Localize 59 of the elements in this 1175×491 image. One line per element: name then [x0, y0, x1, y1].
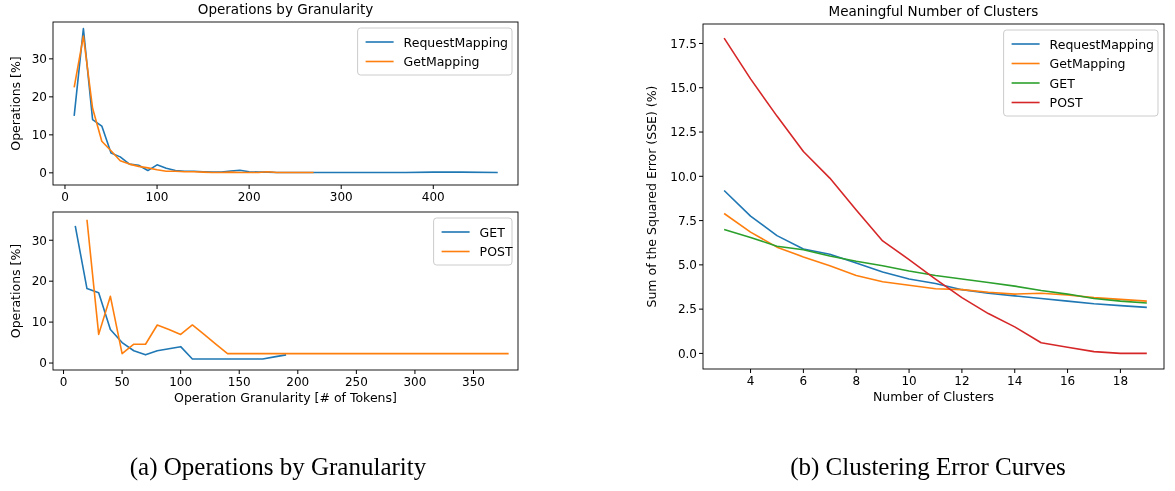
x-axis-title: Number of Clusters: [872, 389, 995, 404]
legend-label: RequestMapping: [1049, 36, 1155, 52]
line-series: [723, 189, 1148, 309]
x-tick-label: 200: [237, 190, 261, 204]
y-tick-label: 10: [31, 315, 47, 330]
legend-label: GetMapping: [1049, 56, 1126, 71]
y-tick-label: 20: [31, 274, 47, 289]
x-tick-label: 18: [1112, 374, 1129, 388]
x-tick-label: 8: [852, 374, 861, 388]
y-tick-label: 0: [39, 356, 47, 371]
y-tick-label: 7.5: [677, 213, 697, 228]
x-tick-label: 0: [61, 190, 69, 204]
y-tick-label: 0: [39, 166, 47, 181]
legend-label: GetMapping: [403, 54, 480, 69]
text: (b) Clustering Error Curves: [790, 453, 1066, 481]
legend-label: GET: [1049, 75, 1076, 91]
y-tick-label: 2.5: [677, 302, 697, 317]
x-tick-label: 350: [462, 375, 485, 389]
y-tick-label: 30: [31, 233, 47, 248]
x-tick-label: 150: [227, 375, 251, 389]
x-tick-label: 0: [59, 375, 68, 389]
x-tick-label: 100: [145, 190, 169, 204]
y-axis-title: Sum of the Squared Error (SSE) (%): [644, 85, 659, 308]
y-tick-label: 12.5: [670, 125, 697, 140]
legend-label: POST: [1049, 95, 1083, 110]
text: (a) Operations by Granularity: [129, 453, 427, 481]
y-tick-label: 15.0: [670, 81, 697, 96]
x-tick-label: 300: [329, 190, 353, 204]
x-tick-label: 12: [954, 374, 970, 388]
legend-label: GET: [479, 224, 506, 240]
x-axis-title: Operation Granularity [# of Tokens]: [174, 390, 397, 405]
legend-label: RequestMapping: [403, 34, 509, 50]
y-tick-label: 10.0: [670, 169, 697, 184]
x-tick-label: 50: [114, 375, 130, 389]
y-tick-label: 5.0: [677, 258, 697, 273]
y-tick-label: 17.5: [670, 36, 697, 51]
x-tick-label: 300: [403, 375, 427, 389]
x-tick-label: 200: [286, 375, 310, 389]
x-tick-label: 4: [746, 374, 755, 388]
line-series: [723, 228, 1148, 304]
y-tick-label: 0.0: [677, 346, 697, 361]
y-axis-title: Operations [%]: [8, 243, 23, 339]
y-axis-title: Operations [%]: [8, 56, 23, 151]
legend-label: POST: [479, 244, 513, 259]
chart-title: Operations by Granularity: [197, 1, 374, 17]
line-series: [74, 225, 287, 360]
line-series: [73, 35, 315, 174]
x-tick-label: 10: [901, 374, 917, 388]
x-tick-label: 14: [1007, 374, 1023, 388]
line-series: [723, 212, 1148, 302]
chart-title: Meaningful Number of Clusters: [828, 3, 1039, 19]
y-tick-label: 10: [31, 128, 47, 143]
x-tick-label: 100: [169, 375, 193, 389]
y-tick-label: 30: [31, 52, 47, 67]
y-tick-label: 20: [31, 90, 47, 105]
x-tick-label: 400: [421, 190, 445, 204]
x-tick-label: 16: [1059, 374, 1076, 388]
x-tick-label: 250: [344, 375, 368, 389]
x-tick-label: 6: [799, 374, 808, 388]
